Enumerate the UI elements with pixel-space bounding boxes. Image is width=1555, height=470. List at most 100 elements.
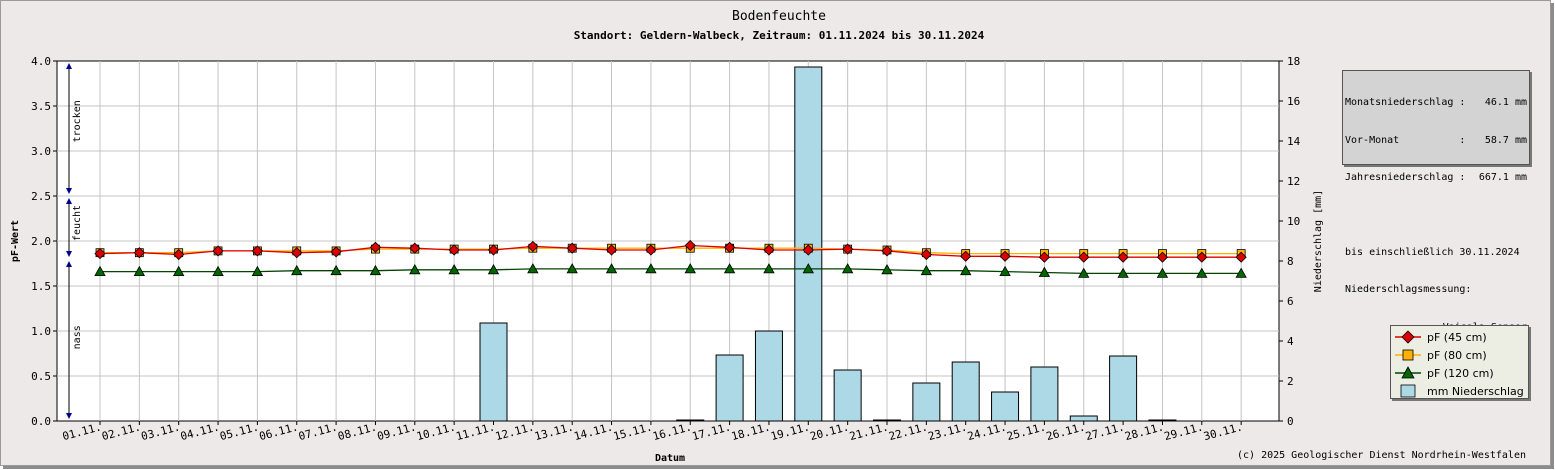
series-line: [100, 268, 1242, 275]
pf120-point: [409, 263, 421, 275]
infobox-label: Vor-Monat :: [1345, 134, 1466, 146]
y-right-tick-label: 14: [1287, 135, 1301, 148]
zone-label-feucht: feucht: [72, 205, 83, 241]
x-tick-label: 28.11.: [1123, 420, 1165, 443]
y-right-tick-label: 4: [1287, 335, 1294, 348]
x-tick-label: 10.11.: [415, 420, 457, 443]
pf45-point: [999, 250, 1011, 262]
y-axis-left-ticks: 0.0 0.5 1.0 1.5 2.0 2.5 3.0 3.5 4.0: [31, 55, 57, 428]
x-tick-label: 11.11.: [455, 420, 497, 443]
pf120-point: [999, 265, 1011, 277]
series-line: [99, 244, 1242, 258]
zone-label-nass: nass: [72, 325, 83, 349]
infobox-value: 58.7 mm: [1484, 134, 1527, 146]
blue-square-icon: [1400, 384, 1416, 398]
pf45-point: [1078, 251, 1090, 263]
pf45-point: [1196, 251, 1208, 263]
zone-arrow-down: [66, 251, 72, 257]
zone-label-trocken: trocken: [72, 100, 83, 142]
x-tick-label: 24.11.: [966, 420, 1008, 443]
y-axis-right-label: Niederschlag [mm]: [1313, 190, 1324, 292]
x-tick-label: 22.11.: [887, 420, 929, 443]
pf45-point: [1156, 251, 1169, 263]
x-tick-label: 23.11.: [927, 420, 969, 443]
pf45-point: [251, 245, 263, 257]
infobox-value: 667.1 mm: [1478, 172, 1527, 183]
pf45-point: [566, 242, 578, 254]
pf-series: [94, 239, 1247, 278]
pf120-point: [723, 263, 736, 274]
y-right-tick-label: 16: [1287, 95, 1300, 108]
precipitation-bar: [479, 322, 508, 422]
pf45-point: [605, 244, 618, 256]
pf120-point: [173, 265, 185, 277]
pf45-point: [409, 242, 421, 254]
pf120-point: [841, 263, 854, 274]
pf120-point: [330, 264, 342, 276]
pf120-point: [802, 263, 814, 274]
y-tick-label: 0.5: [31, 370, 51, 383]
y-tick-label: 2.5: [31, 190, 51, 203]
y-tick-label: 3.5: [31, 100, 51, 113]
y-tick-label: 4.0: [31, 55, 51, 68]
copyright-notice: (c) 2025 Geologischer Dienst Nordrhein-W…: [1237, 450, 1526, 461]
infobox-row-month: Monatsniederschlag : 46.1 mm: [1345, 97, 1527, 110]
y-tick-label: 2.0: [31, 235, 51, 248]
red-diamond-icon: [1395, 330, 1421, 344]
y-axis-label: pF-Wert: [10, 220, 21, 262]
y-right-tick-label: 2: [1287, 375, 1294, 388]
legend-label: pF (120 cm): [1427, 366, 1494, 380]
x-tick-label: 17.11.: [691, 420, 733, 443]
x-tick-label: 07.11.: [297, 420, 339, 443]
chart-title: Bodenfeuchte: [732, 9, 826, 24]
zone-arrow-down: [66, 188, 72, 194]
pf120-point: [1235, 267, 1247, 278]
x-tick-label: 09.11.: [376, 420, 418, 443]
pf45-point: [960, 250, 972, 262]
pf45-point: [527, 240, 539, 252]
pf120-point: [94, 265, 106, 277]
pf120-point: [448, 263, 460, 275]
pf45-point: [724, 241, 736, 253]
x-tick-label: 02.11.: [100, 420, 142, 443]
pf120-point: [1196, 267, 1208, 278]
precipitation-bar: [1069, 415, 1098, 422]
legend-label: pF (80 cm): [1427, 348, 1487, 362]
precipitation-infobox: Monatsniederschlag : 46.1 mm Vor-Monat : 5…: [1342, 70, 1530, 333]
pf45-point: [330, 246, 342, 258]
legend-item-pf80: pF (80 cm): [1395, 346, 1524, 364]
pf120-point: [369, 264, 382, 276]
y-tick-label: 1.5: [31, 280, 51, 293]
pf45-point: [1235, 251, 1247, 263]
y-axis-right-ticks: 0 2 4 6 8 10 12 14 16 18: [1279, 55, 1301, 428]
pf120-point: [212, 265, 224, 277]
pf45-point: [802, 244, 814, 256]
y-right-tick-label: 0: [1287, 415, 1294, 428]
pf45-point: [1117, 251, 1129, 263]
y-tick-label: 1.0: [31, 325, 51, 338]
pf45-point: [94, 248, 106, 260]
chart-subtitle: Standort: Geldern-Walbeck, Zeitraum: 01.…: [574, 29, 985, 42]
y-tick-label: 3.0: [31, 145, 51, 158]
green-triangle-icon: [1395, 366, 1421, 379]
x-tick-label: 20.11.: [809, 420, 851, 443]
precipitation-bar: [676, 419, 705, 422]
legend-item-pf45: pF (45 cm): [1395, 328, 1524, 346]
x-tick-label: 06.11.: [258, 420, 300, 443]
y-tick-label: 0.0: [31, 415, 51, 428]
y-right-tick-label: 8: [1287, 255, 1294, 268]
precipitation-bar: [1030, 366, 1059, 422]
x-tick-label: 12.11.: [494, 420, 536, 443]
legend-item-precip: mm Niederschlag: [1395, 382, 1524, 400]
pf120-point: [1117, 267, 1129, 278]
x-tick-label: 04.11.: [179, 420, 221, 443]
precipitation-bar: [912, 382, 941, 422]
pf45-point: [133, 247, 145, 259]
orange-square-icon: [1395, 349, 1421, 361]
pf45-point: [212, 245, 224, 257]
pf120-point: [1156, 267, 1169, 278]
infobox-measurement-label: Niederschlagsmessung:: [1345, 284, 1472, 295]
pf120-point: [960, 264, 972, 276]
